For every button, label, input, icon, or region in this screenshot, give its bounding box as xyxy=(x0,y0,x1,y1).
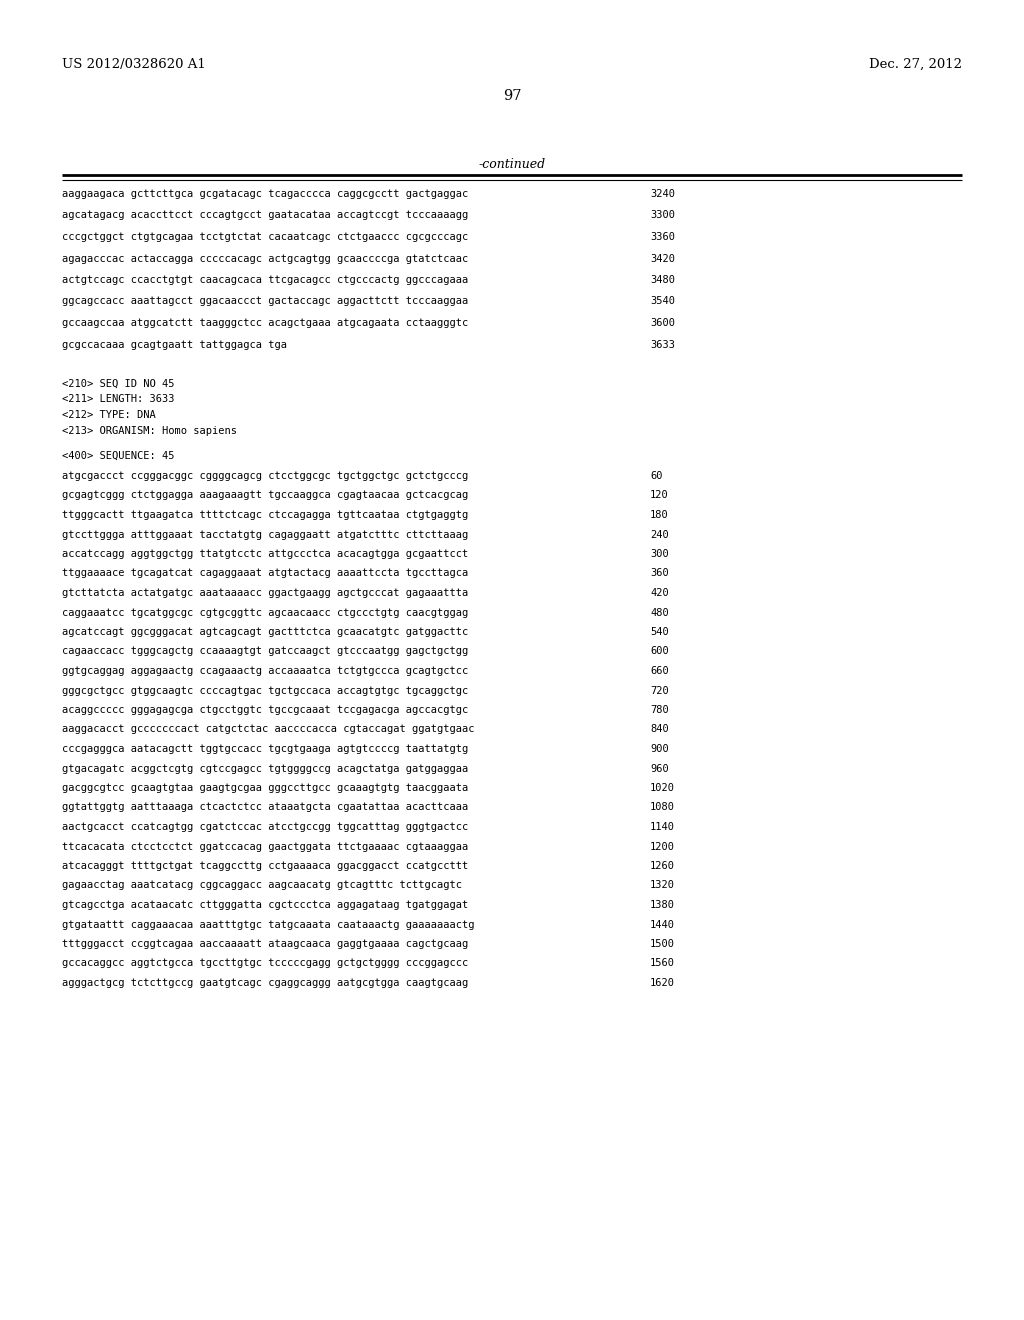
Text: US 2012/0328620 A1: US 2012/0328620 A1 xyxy=(62,58,206,71)
Text: ttggaaaace tgcagatcat cagaggaaat atgtactacg aaaattccta tgccttagca: ttggaaaace tgcagatcat cagaggaaat atgtact… xyxy=(62,569,468,578)
Text: 1320: 1320 xyxy=(650,880,675,891)
Text: agcatccagt ggcgggacat agtcagcagt gactttctca gcaacatgtc gatggacttc: agcatccagt ggcgggacat agtcagcagt gactttc… xyxy=(62,627,468,638)
Text: 1140: 1140 xyxy=(650,822,675,832)
Text: aaggaagaca gcttcttgca gcgatacagc tcagacccca caggcgcctt gactgaggac: aaggaagaca gcttcttgca gcgatacagc tcagacc… xyxy=(62,189,468,199)
Text: 720: 720 xyxy=(650,685,669,696)
Text: 1020: 1020 xyxy=(650,783,675,793)
Text: cccgctggct ctgtgcagaa tcctgtctat cacaatcagc ctctgaaccc cgcgcccagc: cccgctggct ctgtgcagaa tcctgtctat cacaatc… xyxy=(62,232,468,242)
Text: 3300: 3300 xyxy=(650,210,675,220)
Text: accatccagg aggtggctgg ttatgtcctc attgccctca acacagtgga gcgaattcct: accatccagg aggtggctgg ttatgtcctc attgccc… xyxy=(62,549,468,558)
Text: agagacccac actaccagga cccccacagc actgcagtgg gcaaccccga gtatctcaac: agagacccac actaccagga cccccacagc actgcag… xyxy=(62,253,468,264)
Text: 120: 120 xyxy=(650,491,669,500)
Text: gtcagcctga acataacatc cttgggatta cgctccctca aggagataag tgatggagat: gtcagcctga acataacatc cttgggatta cgctccc… xyxy=(62,900,468,909)
Text: ttcacacata ctcctcctct ggatccacag gaactggata ttctgaaaac cgtaaaggaa: ttcacacata ctcctcctct ggatccacag gaactgg… xyxy=(62,842,468,851)
Text: 420: 420 xyxy=(650,587,669,598)
Text: aaggacacct gcccccccact catgctctac aaccccacca cgtaccagat ggatgtgaac: aaggacacct gcccccccact catgctctac aacccc… xyxy=(62,725,474,734)
Text: cagaaccacc tgggcagctg ccaaaagtgt gatccaagct gtcccaatgg gagctgctgg: cagaaccacc tgggcagctg ccaaaagtgt gatccaa… xyxy=(62,647,468,656)
Text: ggtattggtg aatttaaaga ctcactctcc ataaatgcta cgaatattaa acacttcaaa: ggtattggtg aatttaaaga ctcactctcc ataaatg… xyxy=(62,803,468,813)
Text: 960: 960 xyxy=(650,763,669,774)
Text: 180: 180 xyxy=(650,510,669,520)
Text: 1260: 1260 xyxy=(650,861,675,871)
Text: agggactgcg tctcttgccg gaatgtcagc cgaggcaggg aatgcgtgga caagtgcaag: agggactgcg tctcttgccg gaatgtcagc cgaggca… xyxy=(62,978,468,987)
Text: <212> TYPE: DNA: <212> TYPE: DNA xyxy=(62,411,156,420)
Text: <210> SEQ ID NO 45: <210> SEQ ID NO 45 xyxy=(62,379,174,389)
Text: gcgagtcggg ctctggagga aaagaaagtt tgccaaggca cgagtaacaa gctcacgcag: gcgagtcggg ctctggagga aaagaaagtt tgccaag… xyxy=(62,491,468,500)
Text: gacggcgtcc gcaagtgtaa gaagtgcgaa gggccttgcc gcaaagtgtg taacggaata: gacggcgtcc gcaagtgtaa gaagtgcgaa gggcctt… xyxy=(62,783,468,793)
Text: 900: 900 xyxy=(650,744,669,754)
Text: actgtccagc ccacctgtgt caacagcaca ttcgacagcc ctgcccactg ggcccagaaa: actgtccagc ccacctgtgt caacagcaca ttcgaca… xyxy=(62,275,468,285)
Text: 3420: 3420 xyxy=(650,253,675,264)
Text: 3360: 3360 xyxy=(650,232,675,242)
Text: gccacaggcc aggtctgcca tgccttgtgc tcccccgagg gctgctgggg cccggagccc: gccacaggcc aggtctgcca tgccttgtgc tcccccg… xyxy=(62,958,468,969)
Text: ttgggcactt ttgaagatca ttttctcagc ctccagagga tgttcaataa ctgtgaggtg: ttgggcactt ttgaagatca ttttctcagc ctccaga… xyxy=(62,510,468,520)
Text: <400> SEQUENCE: 45: <400> SEQUENCE: 45 xyxy=(62,451,174,461)
Text: atgcgaccct ccgggacggc cggggcagcg ctcctggcgc tgctggctgc gctctgcccg: atgcgaccct ccgggacggc cggggcagcg ctcctgg… xyxy=(62,471,468,480)
Text: 1380: 1380 xyxy=(650,900,675,909)
Text: aactgcacct ccatcagtgg cgatctccac atcctgccgg tggcatttag gggtgactcc: aactgcacct ccatcagtgg cgatctccac atcctgc… xyxy=(62,822,468,832)
Text: 1440: 1440 xyxy=(650,920,675,929)
Text: acaggccccc gggagagcga ctgcctggtc tgccgcaaat tccgagacga agccacgtgc: acaggccccc gggagagcga ctgcctggtc tgccgca… xyxy=(62,705,468,715)
Text: ggtgcaggag aggagaactg ccagaaactg accaaaatca tctgtgccca gcagtgctcc: ggtgcaggag aggagaactg ccagaaactg accaaaa… xyxy=(62,667,468,676)
Text: gtccttggga atttggaaat tacctatgtg cagaggaatt atgatctttc cttcttaaag: gtccttggga atttggaaat tacctatgtg cagagga… xyxy=(62,529,468,540)
Text: 660: 660 xyxy=(650,667,669,676)
Text: <213> ORGANISM: Homo sapiens: <213> ORGANISM: Homo sapiens xyxy=(62,425,237,436)
Text: 300: 300 xyxy=(650,549,669,558)
Text: gtcttatcta actatgatgc aaataaaacc ggactgaagg agctgcccat gagaaattta: gtcttatcta actatgatgc aaataaaacc ggactga… xyxy=(62,587,468,598)
Text: gtgacagatc acggctcgtg cgtccgagcc tgtggggccg acagctatga gatggaggaa: gtgacagatc acggctcgtg cgtccgagcc tgtgggg… xyxy=(62,763,468,774)
Text: Dec. 27, 2012: Dec. 27, 2012 xyxy=(869,58,962,71)
Text: -continued: -continued xyxy=(478,158,546,172)
Text: 1620: 1620 xyxy=(650,978,675,987)
Text: 60: 60 xyxy=(650,471,663,480)
Text: 1500: 1500 xyxy=(650,939,675,949)
Text: 360: 360 xyxy=(650,569,669,578)
Text: 97: 97 xyxy=(503,88,521,103)
Text: caggaaatcc tgcatggcgc cgtgcggttc agcaacaacc ctgccctgtg caacgtggag: caggaaatcc tgcatggcgc cgtgcggttc agcaaca… xyxy=(62,607,468,618)
Text: ggcagccacc aaattagcct ggacaaccct gactaccagc aggacttctt tcccaaggaa: ggcagccacc aaattagcct ggacaaccct gactacc… xyxy=(62,297,468,306)
Text: gcgccacaaa gcagtgaatt tattggagca tga: gcgccacaaa gcagtgaatt tattggagca tga xyxy=(62,339,287,350)
Text: 3240: 3240 xyxy=(650,189,675,199)
Text: <211> LENGTH: 3633: <211> LENGTH: 3633 xyxy=(62,395,174,404)
Text: gggcgctgcc gtggcaagtc ccccagtgac tgctgccaca accagtgtgc tgcaggctgc: gggcgctgcc gtggcaagtc ccccagtgac tgctgcc… xyxy=(62,685,468,696)
Text: 3600: 3600 xyxy=(650,318,675,327)
Text: 780: 780 xyxy=(650,705,669,715)
Text: 840: 840 xyxy=(650,725,669,734)
Text: 3540: 3540 xyxy=(650,297,675,306)
Text: 480: 480 xyxy=(650,607,669,618)
Text: atcacagggt ttttgctgat tcaggccttg cctgaaaaca ggacggacct ccatgccttt: atcacagggt ttttgctgat tcaggccttg cctgaaa… xyxy=(62,861,468,871)
Text: 540: 540 xyxy=(650,627,669,638)
Text: 600: 600 xyxy=(650,647,669,656)
Text: 3633: 3633 xyxy=(650,339,675,350)
Text: gccaagccaa atggcatctt taagggctcc acagctgaaa atgcagaata cctaagggtc: gccaagccaa atggcatctt taagggctcc acagctg… xyxy=(62,318,468,327)
Text: gagaacctag aaatcatacg cggcaggacc aagcaacatg gtcagtttc tcttgcagtc: gagaacctag aaatcatacg cggcaggacc aagcaac… xyxy=(62,880,462,891)
Text: 1080: 1080 xyxy=(650,803,675,813)
Text: agcatagacg acaccttcct cccagtgcct gaatacataa accagtccgt tcccaaaagg: agcatagacg acaccttcct cccagtgcct gaataca… xyxy=(62,210,468,220)
Text: 1560: 1560 xyxy=(650,958,675,969)
Text: tttgggacct ccggtcagaa aaccaaaatt ataagcaaca gaggtgaaaa cagctgcaag: tttgggacct ccggtcagaa aaccaaaatt ataagca… xyxy=(62,939,468,949)
Text: gtgataattt caggaaacaa aaatttgtgc tatgcaaata caataaactg gaaaaaaactg: gtgataattt caggaaacaa aaatttgtgc tatgcaa… xyxy=(62,920,474,929)
Text: 3480: 3480 xyxy=(650,275,675,285)
Text: 1200: 1200 xyxy=(650,842,675,851)
Text: 240: 240 xyxy=(650,529,669,540)
Text: cccgagggca aatacagctt tggtgccacc tgcgtgaaga agtgtccccg taattatgtg: cccgagggca aatacagctt tggtgccacc tgcgtga… xyxy=(62,744,468,754)
